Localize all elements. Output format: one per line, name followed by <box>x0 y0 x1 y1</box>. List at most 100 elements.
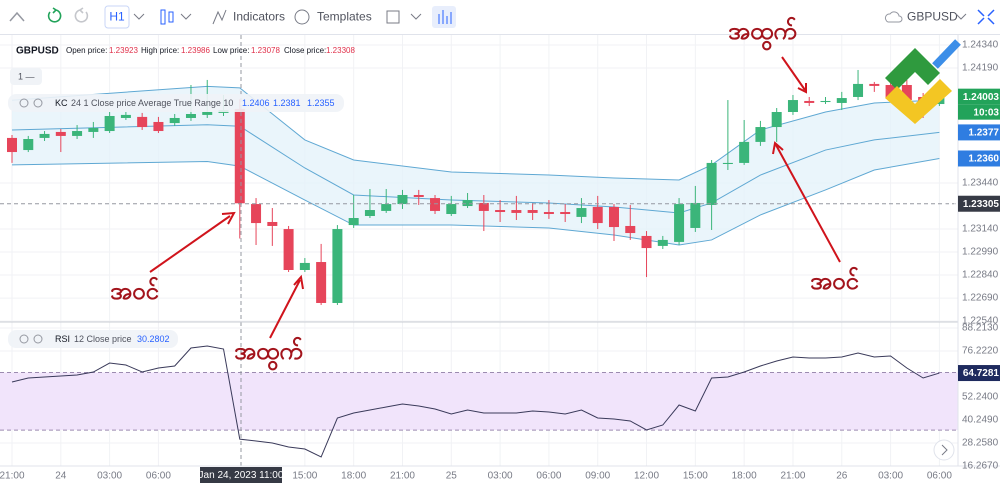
candle-body <box>267 221 278 226</box>
scroll-button[interactable] <box>933 439 955 461</box>
price-marker <box>958 150 1000 167</box>
y-tick-label: 88.2130 <box>962 323 999 334</box>
templates-icon[interactable] <box>294 9 310 25</box>
x-tick-label: 09:00 <box>585 471 610 482</box>
candle-body <box>674 204 685 242</box>
legend: GBPUSD Open price: 1.23923 High price: 1… <box>8 46 355 348</box>
candle-body <box>332 229 343 303</box>
y-tick-label: 1.24190 <box>962 63 999 74</box>
y-tick-label: 1.22540 <box>962 316 999 327</box>
undo-icon[interactable] <box>47 7 62 23</box>
y-tick-label: 52.2400 <box>962 392 999 403</box>
kc-legend-value: 1.2355 <box>307 98 335 108</box>
candle-body <box>771 112 782 128</box>
settings-icon[interactable] <box>33 98 43 108</box>
candle-body <box>185 113 196 118</box>
candle-body <box>820 100 831 103</box>
dropdown-icon[interactable] <box>133 13 145 20</box>
indicators-button[interactable]: Indicators <box>233 10 285 24</box>
y-tick-label: 1.23440 <box>962 178 999 189</box>
settings-icon[interactable] <box>33 334 43 344</box>
legend-label: High price: <box>141 46 179 55</box>
price-marker <box>958 124 1000 141</box>
logo-yellow <box>885 79 952 124</box>
countdown-box <box>958 104 1000 120</box>
logo <box>885 39 961 124</box>
pane-label[interactable]: 1 — <box>18 71 35 81</box>
candles-icon[interactable] <box>160 9 166 25</box>
y-tick-label: 40.2490 <box>962 415 999 426</box>
legend-value: 1.23986 <box>181 46 210 55</box>
redo-icon[interactable] <box>74 7 89 23</box>
kc-legend-name: KC <box>55 98 68 108</box>
candle-body <box>283 229 294 270</box>
kc-legend-params: 24 1 Close price Average True Range 10 <box>71 98 233 108</box>
legend-value: 1.23923 <box>109 46 138 55</box>
candle-body <box>397 194 408 205</box>
logo-green <box>885 48 940 90</box>
candle-body <box>804 100 815 103</box>
candle-body <box>543 212 554 215</box>
x-tick-label: 06:00 <box>927 471 952 482</box>
candle-body <box>299 262 310 270</box>
arrow <box>149 211 236 273</box>
eye-icon[interactable] <box>19 98 29 108</box>
dropdown-icon[interactable] <box>955 13 967 20</box>
cloud-icon[interactable] <box>884 11 903 23</box>
templates-button[interactable]: Templates <box>317 10 372 24</box>
x-tick-label: 21:00 <box>780 471 805 482</box>
candle-body <box>495 210 506 213</box>
collapse-icon[interactable] <box>9 11 25 22</box>
candle-body <box>364 210 375 217</box>
arrow <box>269 274 304 339</box>
x-tick-label: 21:00 <box>390 471 415 482</box>
candle-body <box>120 114 131 118</box>
symbol-title: GBPUSD <box>16 46 59 57</box>
rsi-legend-box <box>8 330 178 348</box>
rsi-legend-params: 12 Close price <box>74 334 132 344</box>
candle-body <box>576 208 587 217</box>
interval-label[interactable]: H1 <box>109 10 125 24</box>
candle-body <box>39 133 50 138</box>
crosshair-plus <box>944 198 956 210</box>
dropdown-icon[interactable] <box>410 13 422 20</box>
y-tick-label: 16.2670 <box>962 461 999 472</box>
x-tick-label: 18:00 <box>732 471 757 482</box>
pane-label-box[interactable] <box>10 68 42 85</box>
legend-label: Low price: <box>213 46 249 55</box>
kc-band-line <box>11 157 940 246</box>
logo-blue <box>932 39 961 69</box>
candle-body <box>755 127 766 142</box>
y-tick-label: 1.22840 <box>962 270 999 281</box>
dropdown-icon[interactable] <box>180 13 192 20</box>
symbol-selector[interactable]: GBPUSD <box>907 10 958 24</box>
stats-button[interactable] <box>432 6 456 28</box>
price-marker <box>958 195 1000 212</box>
candle-body <box>853 83 864 97</box>
candle-body <box>722 162 733 165</box>
candle-body <box>560 212 571 215</box>
crosshair-time-label: Jan 24, 2023 11:00 <box>199 470 284 481</box>
candle-body <box>430 198 441 211</box>
candle-body <box>251 204 262 224</box>
calendar-icon[interactable] <box>386 10 400 24</box>
x-tick-label: 18:00 <box>341 471 366 482</box>
candle-body <box>527 210 538 213</box>
candle-body <box>137 116 148 128</box>
rsi-band <box>0 372 958 431</box>
candle-body <box>836 98 847 103</box>
price-marker-label: 1.23305 <box>963 199 1000 210</box>
candle-body <box>787 100 798 113</box>
indicators-icon[interactable] <box>212 9 227 25</box>
candle-body <box>23 139 34 151</box>
legend-label: Open price: <box>66 46 107 55</box>
axes: 21:00 24 03:00 06:00 15:00 18:00 21:00 25 03:00 0… <box>0 40 1000 482</box>
y-tick-label: 1.23140 <box>962 224 999 235</box>
eye-icon[interactable] <box>19 334 29 344</box>
fullscreen-icon[interactable] <box>977 9 995 25</box>
crosshair-label-box <box>200 467 282 483</box>
rsi-legend-name: RSI <box>55 334 70 344</box>
entry-annotation: အဝင် <box>810 266 859 295</box>
interval-button[interactable] <box>104 5 130 29</box>
